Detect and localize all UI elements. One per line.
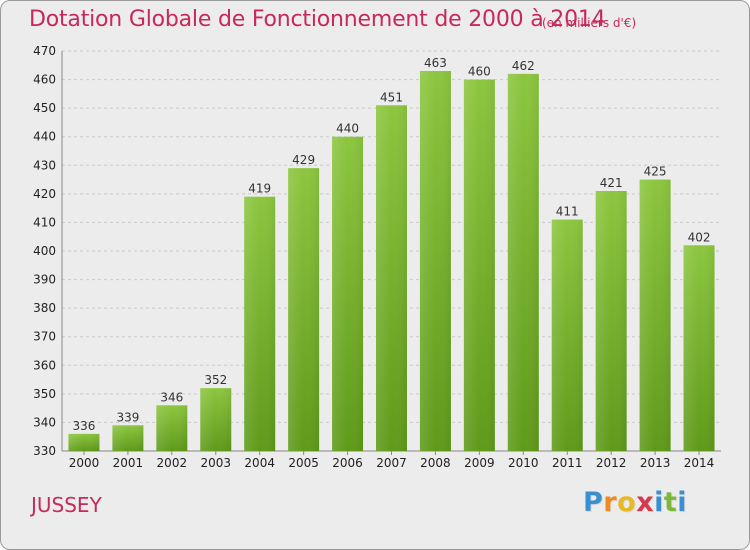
data-label: 421 (600, 176, 623, 190)
x-tick-label: 2000 (69, 456, 100, 470)
x-tick-label: 2013 (640, 456, 671, 470)
logo-letter: x (636, 487, 655, 518)
bar-shine (683, 245, 715, 451)
y-tick-label: 410 (33, 215, 56, 229)
logo-letter: o (617, 487, 637, 518)
data-label: 346 (160, 390, 183, 404)
x-tick-label: 2006 (332, 456, 363, 470)
data-label: 336 (73, 419, 96, 433)
x-tick-label: 2003 (200, 456, 231, 470)
y-tick-label: 470 (33, 44, 56, 58)
x-tick-label: 2005 (288, 456, 319, 470)
y-tick-label: 400 (33, 244, 56, 258)
y-tick-label: 350 (33, 387, 56, 401)
x-tick-label: 2001 (113, 456, 144, 470)
bar-shine (200, 388, 232, 451)
y-tick-label: 450 (33, 101, 56, 115)
proxiti-logo: Proxiti (583, 487, 687, 518)
bar-shine (551, 219, 583, 451)
bar-shine (595, 191, 627, 451)
bar-shine (68, 433, 100, 451)
x-tick-label: 2008 (420, 456, 451, 470)
data-label: 352 (204, 373, 227, 387)
y-tick-label: 420 (33, 187, 56, 201)
bar-shine (639, 179, 671, 452)
bar-shine (419, 71, 451, 451)
y-tick-label: 370 (33, 330, 56, 344)
y-tick-label: 460 (33, 73, 56, 87)
x-tick-label: 2004 (244, 456, 275, 470)
bar-shine (288, 168, 320, 451)
logo-letter: i (677, 487, 688, 518)
data-label: 462 (512, 59, 535, 73)
bar-shine (112, 425, 144, 451)
y-tick-label: 360 (33, 358, 56, 372)
data-label: 339 (116, 410, 139, 424)
bar-shine (376, 105, 407, 452)
data-label: 463 (424, 56, 447, 70)
y-tick-label: 390 (33, 273, 56, 287)
data-label: 425 (644, 165, 667, 179)
x-tick-label: 2011 (552, 456, 583, 470)
logo-letter: P (583, 487, 604, 518)
data-labels: 336 339 346 352 419 429 440 451 463 460 462 411 421 4… (73, 56, 711, 433)
y-tick-label: 440 (33, 130, 56, 144)
x-tick-label: 2014 (684, 456, 715, 470)
y-tick-label: 430 (33, 158, 56, 172)
logo-letter: r (603, 487, 618, 518)
city-name: JUSSEY (31, 493, 102, 517)
y-tick-label: 340 (33, 415, 56, 429)
data-label: 419 (248, 182, 271, 196)
data-label: 429 (292, 153, 315, 167)
logo-letter: t (663, 487, 678, 518)
data-label: 411 (556, 205, 579, 219)
x-tick-label: 2009 (464, 456, 495, 470)
bar-shine (156, 405, 188, 451)
data-label: 451 (380, 90, 403, 104)
data-label: 402 (688, 230, 711, 244)
chart-subtitle: (en milliers d'€) (542, 16, 637, 30)
bar-shine (507, 73, 539, 451)
x-tick-label: 2012 (596, 456, 627, 470)
y-tick-label: 380 (33, 301, 56, 315)
x-tick-label: 2007 (376, 456, 407, 470)
data-label: 440 (336, 122, 359, 136)
bar-shine (463, 79, 495, 452)
x-tick-label: 2002 (157, 456, 188, 470)
logo-letter: i (654, 487, 664, 518)
axes: 330 340 350 360 370 380 390 400 410 420 430 440 450 4… (33, 44, 721, 470)
y-tick-label: 330 (33, 444, 56, 458)
bar-shine (244, 196, 276, 451)
bars (68, 71, 715, 452)
chart-title: Dotation Globale de Fonctionnement de 20… (29, 7, 606, 32)
x-tick-label: 2010 (508, 456, 539, 470)
bar-shine (332, 136, 364, 451)
data-label: 460 (468, 65, 491, 79)
